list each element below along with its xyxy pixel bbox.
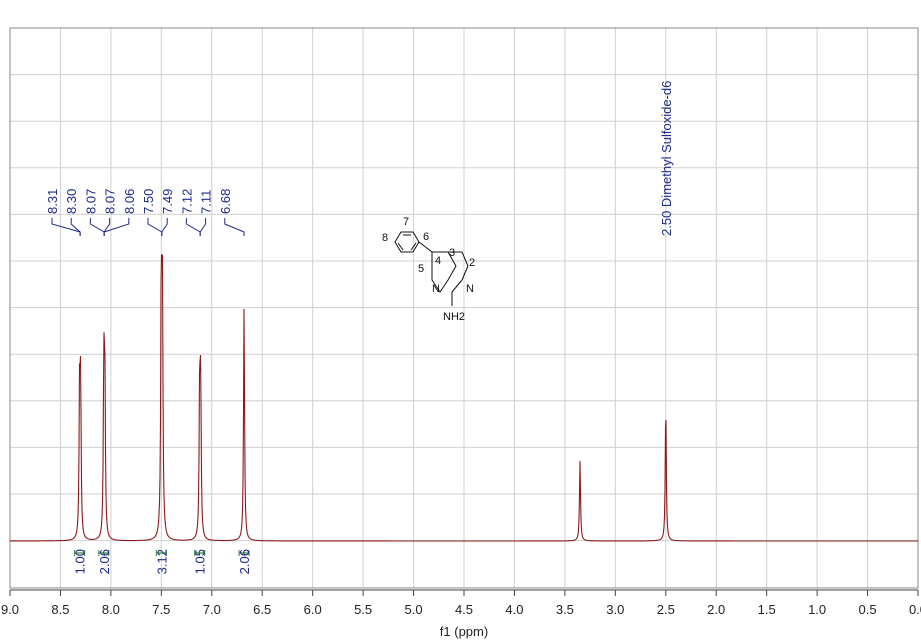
peak-label-8: 7.11	[199, 190, 214, 214]
peak-label-0: 8.31	[45, 189, 60, 214]
atom-label-7: 7	[403, 216, 409, 228]
phenyl-double-bond	[410, 242, 417, 251]
peak-leader-1	[70, 218, 81, 236]
solvent-annotation: 2.50 Dimethyl Sulfoxide-d6	[659, 81, 674, 236]
atom-label-nh2: NH2	[443, 311, 465, 323]
peak-label-5: 7.50	[141, 189, 156, 214]
molecule-structure	[394, 231, 469, 306]
peak-label-2: 8.07	[83, 189, 98, 214]
x-tick-label-1: 8.5	[51, 602, 69, 617]
peak-labels: 8.31 8.30 8.07 8.07 8.06 7.50 7.49 7.12 7.11 6.68	[45, 189, 245, 236]
atom-label-4: 4	[435, 255, 441, 267]
x-tick-label-4: 7.0	[203, 602, 221, 617]
x-axis-ticks: 9.0 8.5 8.0 7.5 7.0 6.5 6.0 5.5 5.0 4.5 4.0 3.5 3.0 2…	[1, 590, 921, 617]
peak-leader-9	[224, 218, 245, 236]
x-tick-label-0: 9.0	[1, 602, 19, 617]
integral-value-3: 1.05	[193, 549, 208, 574]
atom-label-5: 5	[418, 263, 424, 275]
atom-label-6: 6	[423, 231, 429, 243]
atom-label-2: 2	[469, 257, 475, 269]
plot-frame	[9, 27, 919, 589]
x-tick-label-15: 1.5	[758, 602, 776, 617]
x-tick-label-14: 2.0	[707, 602, 725, 617]
ring-connector-bond	[418, 241, 433, 253]
spectrum-line	[10, 254, 918, 542]
x-tick-label-5: 6.5	[253, 602, 271, 617]
integral-value-2: 3.12	[154, 549, 169, 574]
x-tick-label-11: 3.5	[556, 602, 574, 617]
peak-label-1: 8.30	[64, 189, 79, 214]
x-tick-label-3: 7.5	[152, 602, 170, 617]
peak-leader-4	[103, 218, 130, 236]
atom-label-n1: N	[432, 283, 440, 295]
peak-label-7: 7.12	[179, 189, 194, 214]
x-tick-label-16: 1.0	[808, 602, 826, 617]
integrals: 1.00 2.06 3.12 1.05 2.06	[73, 549, 252, 574]
integral-value-0: 1.00	[73, 549, 88, 574]
x-tick-label-8: 5.0	[405, 602, 423, 617]
x-axis-title: f1 (ppm)	[440, 624, 488, 639]
peak-leader-8	[199, 218, 207, 236]
pyrimidine-bond	[461, 265, 469, 281]
peak-label-3: 8.07	[103, 189, 118, 214]
integral-value-4: 2.06	[237, 549, 252, 574]
integral-value-1: 2.06	[97, 549, 112, 574]
x-tick-label-13: 2.5	[657, 602, 675, 617]
grid-lines	[9, 28, 919, 588]
peak-label-9: 6.68	[218, 189, 233, 214]
peak-leader-6	[161, 218, 168, 236]
phenyl-double-bond	[397, 242, 404, 251]
atom-label-n2: N	[466, 283, 474, 295]
peak-label-4: 8.06	[122, 189, 137, 214]
x-tick-label-12: 3.0	[606, 602, 624, 617]
peak-label-6: 7.49	[160, 189, 175, 214]
pyrimidine-bond	[461, 251, 469, 267]
spectrum-trace	[10, 254, 918, 542]
solvent-peak-label: 2.50 Dimethyl Sulfoxide-d6	[659, 81, 674, 236]
pyrimidine-bond	[451, 279, 463, 293]
x-tick-label-6: 6.0	[304, 602, 322, 617]
x-tick-label-9: 4.5	[455, 602, 473, 617]
atom-label-3: 3	[449, 247, 455, 259]
atom-label-8: 8	[382, 232, 388, 244]
x-tick-label-7: 5.5	[354, 602, 372, 617]
x-tick-label-18: 0.0	[909, 602, 921, 617]
phenyl-ring	[394, 231, 420, 253]
x-tick-label-17: 0.5	[859, 602, 877, 617]
x-tick-label-10: 4.0	[505, 602, 523, 617]
x-tick-label-2: 8.0	[102, 602, 120, 617]
